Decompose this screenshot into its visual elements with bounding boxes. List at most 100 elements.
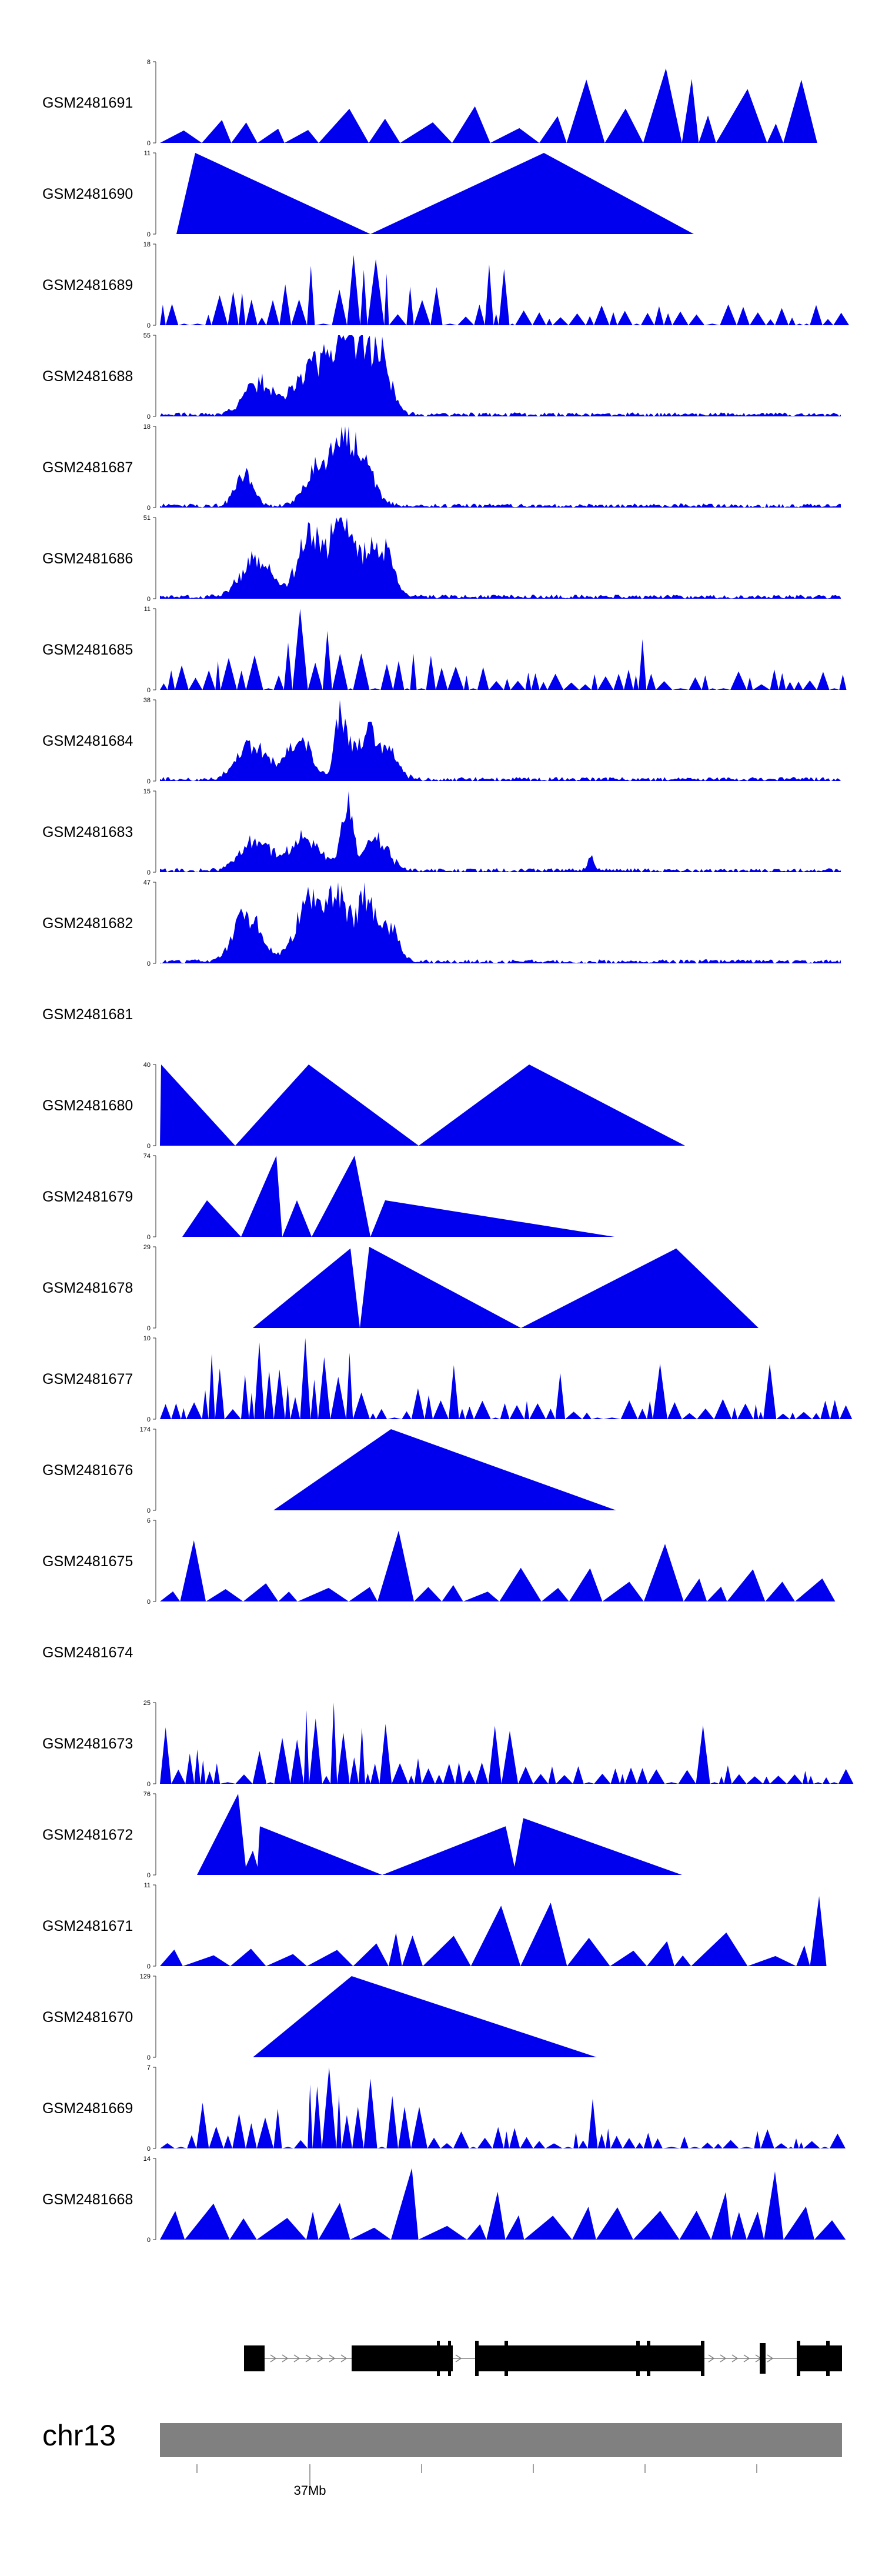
coverage-area — [160, 335, 841, 416]
strand-chevron — [270, 2354, 277, 2363]
y-axis-max-label: 11 — [144, 606, 151, 613]
y-axis-max-label: 15 — [143, 788, 151, 795]
y-axis-min-label: 0 — [147, 413, 151, 421]
gene-exon — [760, 2343, 766, 2374]
coverage-area — [160, 2168, 846, 2240]
track-GSM2481671: GSM2481671 11 0 — [42, 1882, 827, 1970]
coverage-area — [160, 1703, 854, 1784]
position-axis — [196, 2464, 757, 2485]
track-label: GSM2481675 — [42, 1553, 133, 1570]
track-label: GSM2481670 — [42, 2009, 133, 2026]
y-axis-min-label: 0 — [147, 869, 151, 876]
y-axis-max-label: 55 — [143, 332, 151, 339]
y-axis-min-label: 0 — [147, 1325, 151, 1332]
y-axis-max-label: 18 — [143, 423, 151, 431]
y-axis-max-label: 10 — [143, 1335, 151, 1342]
track-label: GSM2481689 — [42, 277, 133, 293]
track-GSM2481679: GSM2481679 74 0 — [42, 1153, 614, 1241]
chromosome-bar — [160, 2423, 842, 2457]
track-GSM2481682: GSM2481682 47 0 — [42, 879, 841, 967]
track-label: GSM2481691 — [42, 95, 133, 111]
coverage-area — [160, 1896, 827, 1966]
y-axis-max-label: 174 — [140, 1426, 151, 1433]
coverage-area — [160, 1065, 685, 1146]
y-axis-min-label: 0 — [147, 1599, 151, 1606]
y-axis-min-label: 0 — [147, 231, 151, 238]
y-axis-max-label: 11 — [144, 1882, 151, 1889]
y-axis-min-label: 0 — [147, 140, 151, 147]
y-axis-min-label: 0 — [147, 1507, 151, 1514]
strand-chevron — [743, 2354, 750, 2363]
y-axis-min-label: 0 — [147, 1143, 151, 1150]
coverage-area — [160, 426, 841, 508]
track-label: GSM2481682 — [42, 915, 133, 932]
track-label: GSM2481687 — [42, 459, 133, 476]
y-axis-max-label: 7 — [147, 2064, 151, 2071]
y-axis-max-label: 38 — [143, 697, 151, 704]
track-GSM2481681: GSM2481681 — [42, 1006, 133, 1023]
track-label: GSM2481681 — [42, 1006, 133, 1023]
track-GSM2481686: GSM2481686 51 0 — [42, 515, 841, 603]
y-axis-max-label: 129 — [140, 1973, 151, 1980]
strand-chevron — [317, 2354, 324, 2363]
track-label: GSM2481683 — [42, 824, 133, 840]
track-GSM2481678: GSM2481678 29 0 — [42, 1244, 759, 1332]
track-GSM2481684: GSM2481684 38 0 — [42, 697, 841, 785]
gene-exon — [437, 2341, 440, 2376]
strand-chevron — [455, 2354, 462, 2363]
y-axis-max-label: 29 — [143, 1244, 151, 1251]
coverage-area — [253, 1247, 759, 1328]
track-GSM2481676: GSM2481676 174 0 — [42, 1426, 616, 1514]
track-GSM2481687: GSM2481687 18 0 — [42, 423, 841, 512]
chromosome-ideogram: chr13 37Mb — [42, 2419, 842, 2498]
strand-chevron — [282, 2354, 289, 2363]
y-axis-max-label: 18 — [143, 241, 151, 248]
y-axis-max-label: 25 — [143, 1700, 151, 1707]
track-label: GSM2481690 — [42, 186, 133, 202]
track-label: GSM2481673 — [42, 1736, 133, 1752]
y-axis-max-label: 14 — [143, 2155, 151, 2163]
gene-exon — [701, 2341, 704, 2376]
track-label: GSM2481672 — [42, 1827, 133, 1843]
coverage-area — [160, 700, 841, 781]
y-axis-min-label: 0 — [147, 687, 151, 694]
strand-chevron — [720, 2354, 727, 2363]
track-label: GSM2481688 — [42, 368, 133, 385]
y-axis-max-label: 51 — [143, 515, 151, 522]
coverage-area — [160, 518, 841, 599]
y-axis-min-label: 0 — [147, 1234, 151, 1241]
gene-exon — [797, 2345, 842, 2371]
y-axis-min-label: 0 — [147, 2145, 151, 2153]
chromosome-label: chr13 — [42, 2419, 116, 2452]
y-axis-min-label: 0 — [147, 596, 151, 603]
track-GSM2481685: GSM2481685 11 0 — [42, 606, 847, 694]
y-axis-max-label: 40 — [143, 1062, 151, 1069]
track-label: GSM2481671 — [42, 1918, 133, 1934]
gene-exon — [448, 2341, 451, 2376]
gene-model — [244, 2341, 842, 2376]
y-axis-min-label: 0 — [147, 778, 151, 785]
coverage-area — [160, 68, 817, 143]
coverage-area — [182, 1156, 614, 1237]
coverage-area — [160, 609, 847, 690]
coverage-area — [160, 2067, 846, 2148]
track-label: GSM2481680 — [42, 1097, 133, 1114]
gene-exon — [244, 2345, 265, 2371]
coverage-area — [253, 1976, 597, 2057]
gene-exon — [636, 2341, 640, 2376]
gene-exon — [475, 2345, 639, 2371]
track-GSM2481670: GSM2481670 129 0 — [42, 1973, 597, 2061]
gene-exon — [352, 2345, 453, 2371]
y-axis-max-label: 74 — [143, 1153, 151, 1160]
coverage-area — [273, 1429, 616, 1510]
track-GSM2481688: GSM2481688 55 0 — [42, 332, 841, 421]
track-GSM2481674: GSM2481674 — [42, 1644, 133, 1661]
strand-chevron — [340, 2354, 348, 2363]
gene-exon — [505, 2341, 508, 2376]
track-GSM2481677: GSM2481677 10 0 — [42, 1335, 853, 1423]
gene-exon — [475, 2341, 479, 2376]
track-label: GSM2481676 — [42, 1462, 133, 1479]
track-label: GSM2481679 — [42, 1189, 133, 1205]
y-axis-min-label: 0 — [147, 2054, 151, 2061]
y-axis-max-label: 11 — [144, 150, 151, 157]
